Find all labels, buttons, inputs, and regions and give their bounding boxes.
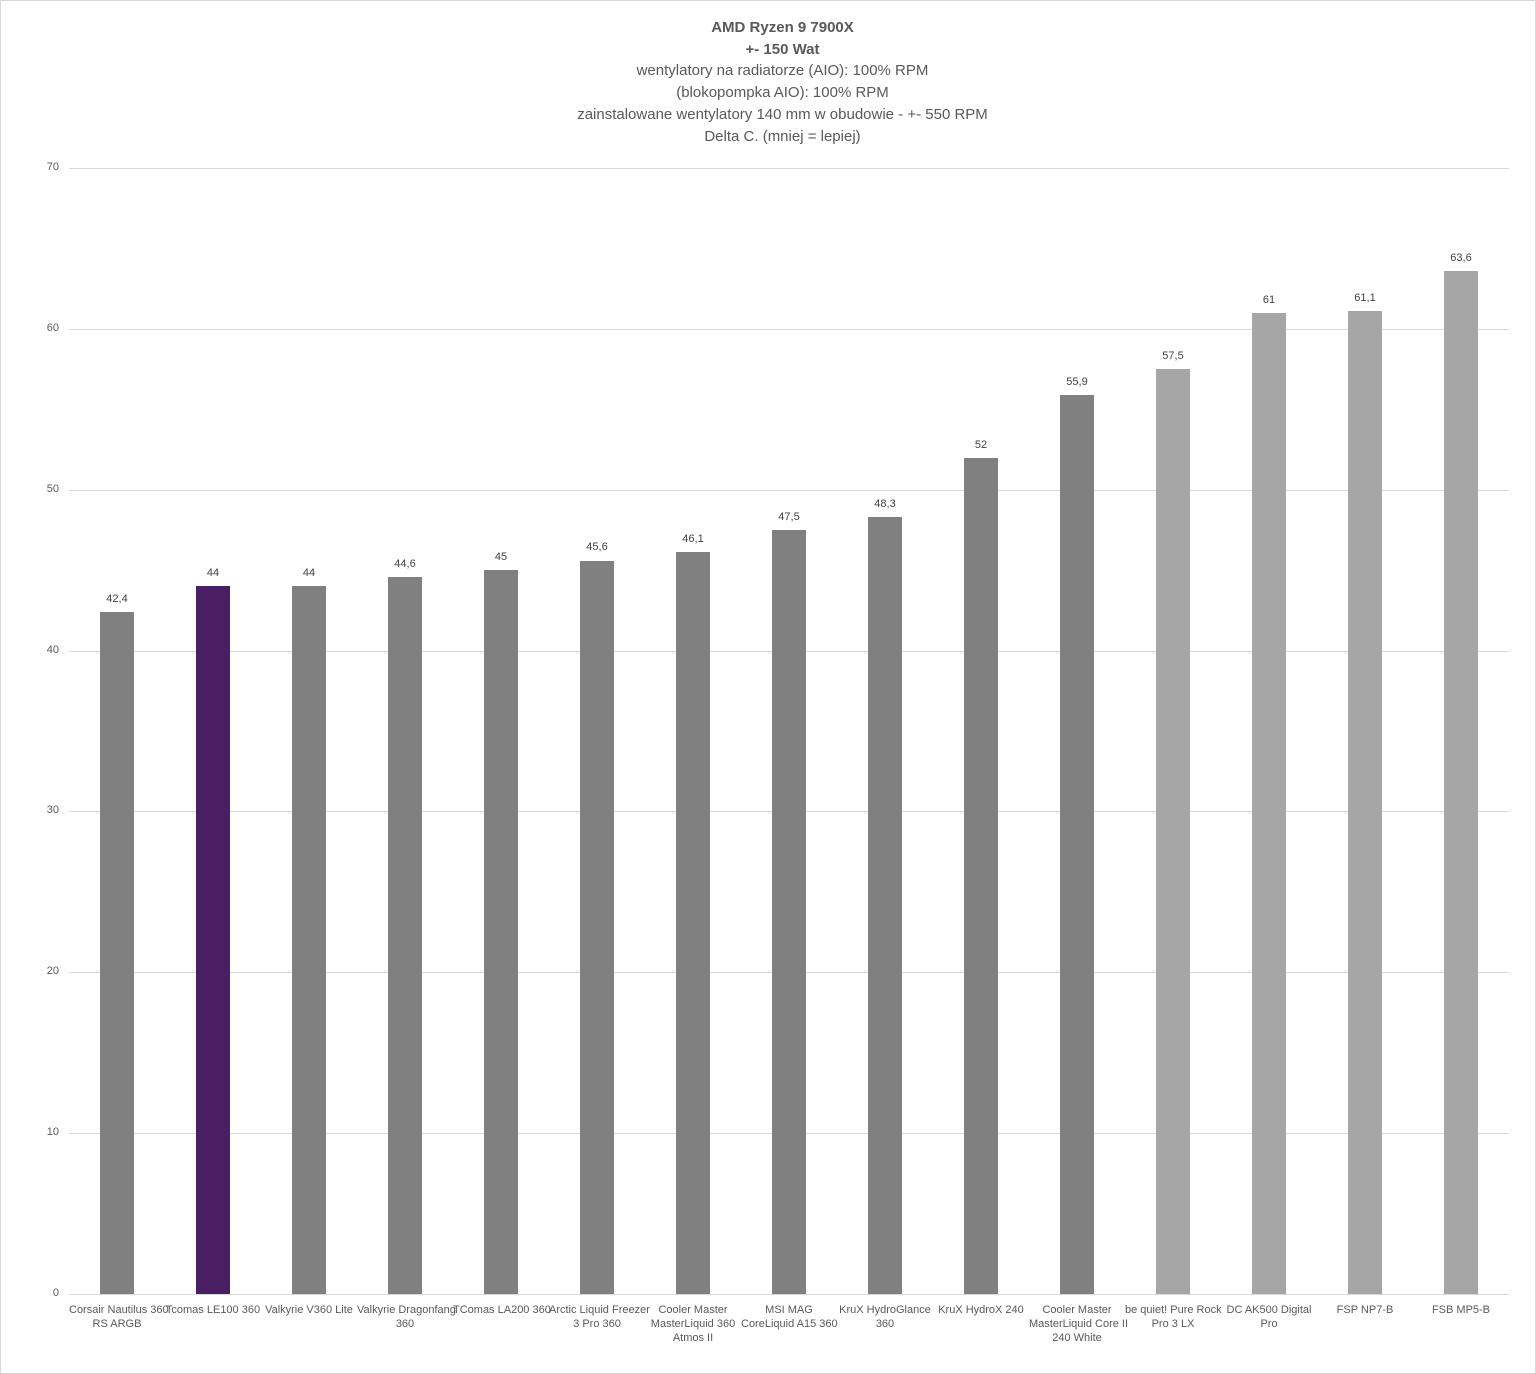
x-label-line: MasterLiquid Core II — [1029, 1318, 1129, 1330]
x-axis-category-label: TComas LA200 360 — [453, 1303, 551, 1317]
y-tick-label: 50 — [46, 482, 59, 495]
bar-value-label: 45 — [494, 551, 508, 564]
bar[interactable] — [292, 586, 326, 1294]
x-label-line: 3 Pro 360 — [573, 1318, 621, 1330]
y-tick-label: 40 — [46, 643, 59, 656]
x-axis-category-label: Valkyrie V360 Lite — [261, 1303, 357, 1317]
bar[interactable] — [580, 560, 614, 1294]
bar-value-label: 52 — [974, 438, 988, 451]
y-tick-label: 60 — [46, 321, 59, 334]
x-label-line: KruX HydroGlance — [839, 1304, 931, 1316]
x-axis-category-label: Cooler Master MasterLiquid 360 Atmos II — [645, 1303, 741, 1345]
title-line-pump: (blokopompka AIO): 100% RPM — [676, 84, 889, 102]
y-tick-label: 70 — [46, 161, 59, 173]
y-tick-label: 10 — [46, 1126, 59, 1139]
x-axis-category-label: be quiet! Pure Rock Pro 3 LX — [1125, 1303, 1222, 1331]
x-label-line: Valkyrie Dragonfang — [357, 1304, 456, 1316]
x-label-line: FSP NP7-B — [1336, 1304, 1394, 1316]
x-axis-category-label: KruX HydroGlance 360 — [837, 1303, 933, 1331]
bar-value-label: 61,1 — [1354, 292, 1376, 305]
y-tick-label: 20 — [46, 965, 59, 978]
x-label-line: FSB MP5-B — [1431, 1304, 1491, 1316]
bar[interactable] — [1348, 311, 1382, 1294]
title-line-power: +- 150 Wat — [745, 40, 820, 58]
bar-value-label: 55,9 — [1066, 375, 1088, 388]
bar-value-label: 44,6 — [394, 557, 416, 570]
x-axis-category-label: Corsair Nautilus 360 RS ARGB — [69, 1303, 169, 1331]
bar[interactable] — [1060, 394, 1094, 1294]
x-axis-category-label: Arctic Liquid Freezer 3 Pro 360 — [549, 1303, 650, 1331]
bar[interactable] — [1252, 312, 1286, 1294]
x-label-line: be quiet! Pure Rock — [1125, 1304, 1222, 1316]
bar-value-label: 45,6 — [586, 541, 608, 554]
bar[interactable] — [676, 552, 710, 1294]
x-label-line: Cooler Master — [1042, 1304, 1112, 1316]
bar[interactable] — [1444, 270, 1478, 1294]
title-line-radiator-fans: wentylatory na radiatorze (AIO): 100% RP… — [636, 62, 929, 80]
x-label-line: Cooler Master — [658, 1304, 728, 1316]
plot-area: 0 10 20 30 40 50 60 70 42,4 44 44 44,6 45 45,6 46,1 47,… — [47, 161, 1509, 1299]
bar[interactable] — [100, 611, 134, 1294]
chart-title: AMD Ryzen 9 7900X +- 150 Wat wentylatory… — [1, 17, 1536, 147]
x-label-line: CoreLiquid A15 360 — [741, 1318, 838, 1330]
x-label-line: Corsair Nautilus 360 — [69, 1304, 169, 1316]
x-label-line: DC AK500 Digital — [1226, 1304, 1312, 1316]
x-label-line: KruX HydroX 240 — [938, 1304, 1024, 1316]
title-line-cpu: AMD Ryzen 9 7900X — [711, 19, 854, 36]
bar[interactable] — [196, 586, 230, 1294]
bar[interactable] — [484, 570, 518, 1294]
x-label-line: Atmos II — [672, 1332, 714, 1344]
x-axis-category-label: DC AK500 Digital Pro — [1221, 1303, 1317, 1331]
x-label-line: RS ARGB — [92, 1318, 142, 1330]
x-axis-category-label: Cooler Master MasterLiquid Core II 240 Whi… — [1029, 1303, 1129, 1345]
x-axis-category-label: KruX HydroX 240 — [933, 1303, 1029, 1317]
bar-value-label: 48,3 — [874, 498, 896, 511]
bar-value-label: 42,4 — [106, 592, 128, 605]
bar[interactable] — [868, 517, 902, 1294]
x-label-line: Pro 3 LX — [1151, 1318, 1195, 1330]
bar[interactable] — [772, 529, 806, 1294]
bar[interactable] — [388, 576, 422, 1294]
x-label-line: 360 — [395, 1318, 415, 1330]
gridline — [69, 1294, 1509, 1295]
x-label-line: Arctic Liquid Freezer — [549, 1304, 650, 1316]
bar-value-label: 44 — [302, 567, 316, 580]
bar-value-label: 44 — [206, 567, 220, 580]
x-axis-category-label: Tcomas LE100 360 — [165, 1303, 261, 1317]
bar-value-label: 47,5 — [778, 510, 800, 523]
x-axis-category-label: FSP NP7-B — [1317, 1303, 1413, 1317]
title-line-case-fans: zainstalowane wentylatory 140 mm w obudo… — [577, 105, 988, 123]
x-label-line: MSI MAG — [765, 1304, 813, 1316]
x-label-line: MasterLiquid 360 — [650, 1318, 736, 1330]
gridline — [69, 489, 1509, 491]
x-label-line: Valkyrie V360 Lite — [265, 1304, 353, 1316]
y-tick-label: 30 — [46, 804, 59, 817]
y-tick-label: 0 — [52, 1287, 59, 1299]
x-label-line: 360 — [875, 1318, 895, 1330]
title-line-metric: Delta C. (mniej = lepiej) — [704, 127, 861, 145]
x-label-line: 240 White — [1052, 1332, 1102, 1344]
bar[interactable] — [1156, 369, 1190, 1294]
bar-value-label: 46,1 — [682, 533, 704, 546]
gridline — [69, 168, 1509, 169]
x-axis-category-label: Valkyrie Dragonfang 360 — [357, 1303, 456, 1331]
bar[interactable] — [964, 457, 998, 1294]
gridline — [69, 328, 1509, 330]
bar-value-label: 57,5 — [1162, 350, 1184, 363]
x-label-line: Pro — [1260, 1318, 1278, 1330]
x-axis-category-label: FSB MP5-B — [1413, 1303, 1509, 1317]
x-label-line: TComas LA200 360 — [453, 1304, 551, 1316]
x-axis-category-label: MSI MAG CoreLiquid A15 360 — [741, 1303, 838, 1331]
bar-value-label: 63,6 — [1450, 251, 1472, 264]
x-label-line: Tcomas LE100 360 — [165, 1304, 261, 1316]
bar-value-label: 61 — [1262, 293, 1276, 306]
